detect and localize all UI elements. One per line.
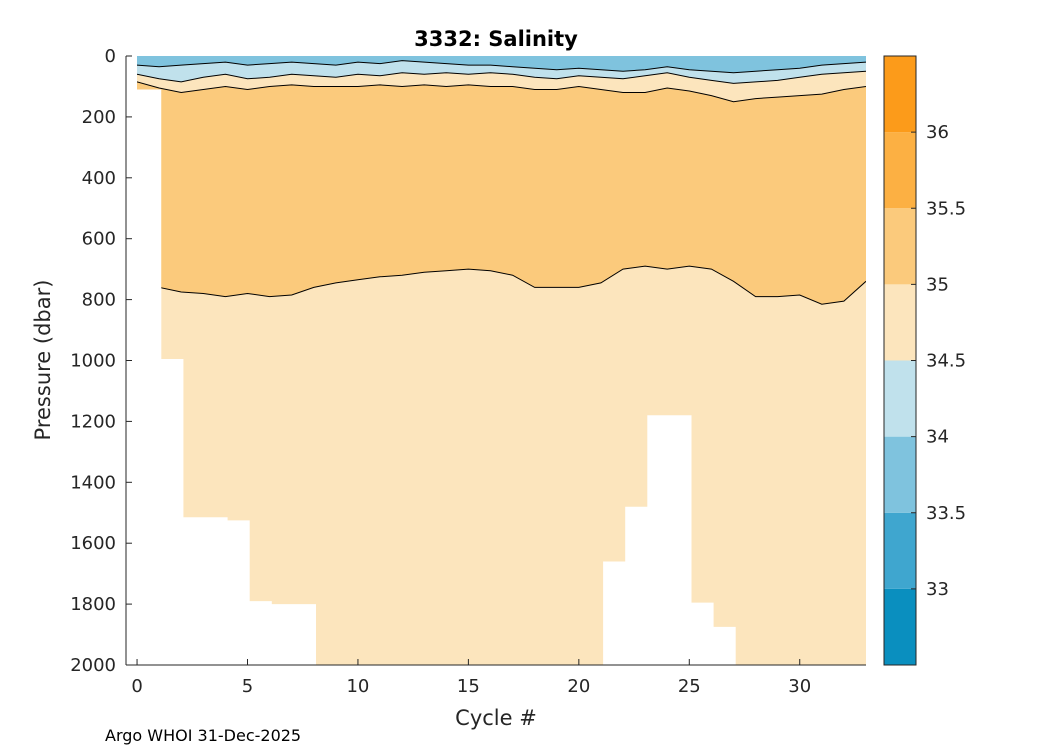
y-tick-label: 400 [82, 168, 116, 189]
colorbar-band [884, 208, 916, 285]
colorbar-band [884, 284, 916, 361]
colorbar-band [884, 512, 916, 589]
x-tick-label: 15 [457, 676, 480, 697]
y-tick-label: 1200 [70, 411, 116, 432]
x-tick-label: 5 [242, 676, 253, 697]
field-group [137, 56, 866, 665]
colorbar-tick-label: 33.5 [926, 503, 966, 524]
y-tick-label: 0 [105, 46, 116, 67]
chart-title: 3332: Salinity [414, 27, 578, 51]
colorbar-tick-label: 35.5 [926, 198, 966, 219]
field-band-35 [137, 56, 866, 305]
colorbar-band [884, 56, 916, 133]
coverage-group [137, 56, 866, 665]
footer-stamp: Argo WHOI 31-Dec-2025 [105, 726, 301, 745]
contour-34 [137, 70, 866, 84]
y-axis-label: Pressure (dbar) [31, 280, 55, 441]
colorbar: 33 33.5 34 34.5 35 35.5 36 [883, 55, 966, 666]
y-tick-label: 2000 [70, 655, 116, 676]
y-tick-label: 200 [82, 107, 116, 128]
plot-area [137, 56, 866, 665]
colorbar-tick-label: 33 [926, 579, 949, 600]
y-tick-label: 1800 [70, 594, 116, 615]
x-tick-label: 25 [678, 676, 701, 697]
colorbar-tick-label: 35 [926, 274, 949, 295]
y-tick-label: 1400 [70, 472, 116, 493]
colorbar-band [884, 132, 916, 209]
contour-34-5 [137, 81, 866, 103]
x-tick-label: 0 [131, 676, 142, 697]
x-axis-label: Cycle # [455, 706, 537, 730]
colorbar-band [884, 436, 916, 513]
y-tick-label: 1600 [70, 533, 116, 554]
axes: 0 5 10 15 20 25 30 0 200 400 600 800 1000 1200 1400 160… [70, 46, 866, 697]
x-tick-label: 10 [346, 676, 369, 697]
colorbar-tick-label: 36 [926, 122, 949, 143]
x-tick-label: 20 [567, 676, 590, 697]
contour-35 [158, 265, 866, 305]
y-tick-label: 1000 [70, 351, 116, 372]
x-tick-label: 30 [788, 676, 811, 697]
y-tick-label: 600 [82, 229, 116, 250]
colorbar-band [884, 588, 916, 665]
colorbar-band [884, 360, 916, 437]
colorbar-tick-label: 34.5 [926, 351, 966, 372]
contour-33-5 [137, 60, 866, 74]
y-tick-label: 800 [82, 290, 116, 311]
colorbar-tick-label: 34 [926, 427, 949, 448]
